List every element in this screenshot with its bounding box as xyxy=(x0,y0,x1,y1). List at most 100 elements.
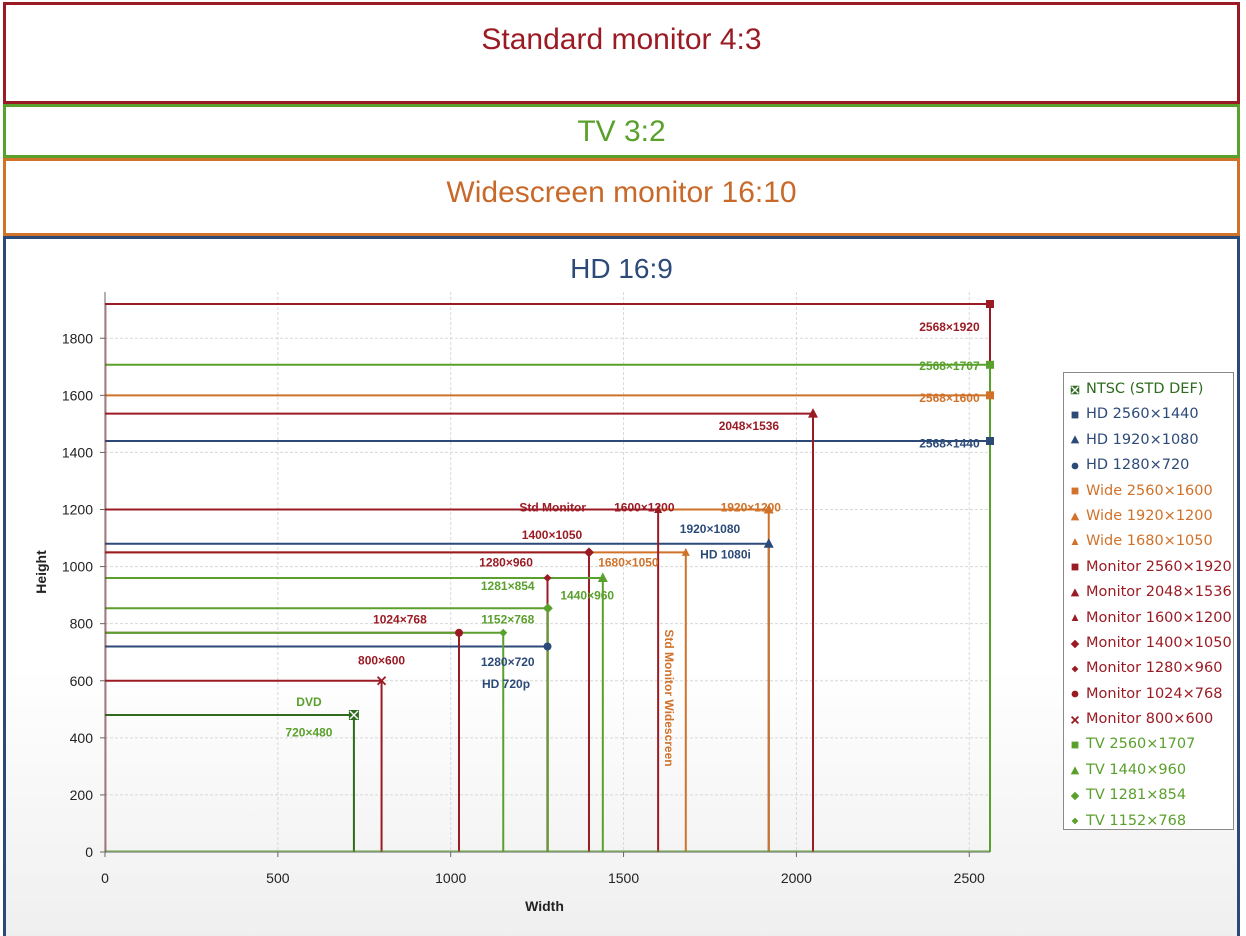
legend-marker xyxy=(1070,765,1080,774)
band-hd-title: HD 16:9 xyxy=(570,253,673,284)
data-point xyxy=(763,504,774,514)
y-tick-label: 1800 xyxy=(62,330,93,346)
legend-item: Monitor 1600×1200 xyxy=(1064,606,1233,631)
data-label: 2568×1600 xyxy=(919,391,980,405)
legend-label: HD 1920×1080 xyxy=(1086,431,1199,448)
band-tv: TV 3:2 xyxy=(3,104,1240,158)
legend-item: HD 2560×1440 xyxy=(1064,402,1233,427)
legend-marker-shape xyxy=(1071,741,1079,749)
data-label: HD 1080i xyxy=(700,548,751,562)
legend-marker-shape xyxy=(1070,715,1080,724)
data-label: 1920×1200 xyxy=(721,500,782,514)
legend-label: Monitor 1280×960 xyxy=(1086,660,1223,677)
legend-label: Monitor 1400×1050 xyxy=(1086,634,1232,651)
legend-marker-shape xyxy=(1071,614,1079,622)
band-standard-title: Standard monitor 4:3 xyxy=(481,23,762,56)
legend-label: HD 2560×1440 xyxy=(1086,406,1199,423)
y-tick-label: 600 xyxy=(70,673,94,689)
legend-marker-shape xyxy=(1070,588,1080,597)
legend-marker xyxy=(1071,817,1079,825)
data-label: 2048×1536 xyxy=(719,419,780,433)
legend-marker xyxy=(1071,614,1079,622)
legend-item: Monitor 800×600 xyxy=(1064,707,1233,732)
y-tick-label: 0 xyxy=(85,844,93,860)
legend-marker xyxy=(1071,538,1079,546)
legend-label: Monitor 1024×768 xyxy=(1086,685,1223,702)
y-tick-label: 1000 xyxy=(62,559,93,575)
legend-marker-shape xyxy=(1071,462,1079,470)
legend-marker xyxy=(1071,411,1079,419)
legend-marker xyxy=(1070,791,1080,801)
band-standard-monitor: Standard monitor 4:3 xyxy=(3,2,1240,104)
legend-marker-shape xyxy=(1071,538,1079,546)
legend-item: Wide 2560×1600 xyxy=(1064,479,1233,504)
series-line xyxy=(105,679,383,852)
legend-marker xyxy=(1071,690,1079,698)
legend-label: Wide 1680×1050 xyxy=(1086,533,1213,550)
x-tick-label: 0 xyxy=(101,870,109,886)
band-tv-title: TV 3:2 xyxy=(577,115,666,148)
legend-label: Wide 1920×1200 xyxy=(1086,507,1213,524)
legend-marker xyxy=(1070,385,1080,394)
legend-marker-shape xyxy=(1070,791,1080,801)
data-label: 1152×768 xyxy=(481,613,534,627)
data-point xyxy=(654,505,663,513)
data-label: 2568×1920 xyxy=(919,320,980,334)
legend-marker xyxy=(1071,462,1079,470)
legend-marker-shape xyxy=(1071,564,1079,571)
data-label-vertical: Std Monitor Widescreen xyxy=(662,629,676,766)
legend-marker xyxy=(1070,715,1080,724)
data-point xyxy=(583,547,594,558)
data-label: 720×480 xyxy=(285,725,332,739)
data-label: 1280×720 xyxy=(481,655,535,669)
legend-label: TV 1281×854 xyxy=(1086,787,1187,804)
y-tick-label: 200 xyxy=(70,787,94,803)
chart-legend: NTSC (STD DEF) HD 2560×1440 HD 1920×1080 HD… xyxy=(1063,372,1234,830)
legend-marker-shape xyxy=(1071,487,1079,495)
legend-marker xyxy=(1070,511,1080,521)
data-label: 2568×1440 xyxy=(919,436,980,450)
data-label: 1400×1050 xyxy=(522,528,583,542)
data-label: DVD xyxy=(296,695,322,709)
data-point xyxy=(543,574,552,582)
data-label: HD 720p xyxy=(482,677,530,691)
legend-label: Monitor 2560×1920 xyxy=(1086,558,1232,575)
data-label: 1920×1080 xyxy=(680,522,741,536)
data-point xyxy=(376,676,387,686)
legend-marker xyxy=(1071,487,1079,495)
legend-marker xyxy=(1070,639,1080,648)
legend-label: TV 1152×768 xyxy=(1086,812,1187,829)
legend-item: TV 1281×854 xyxy=(1064,783,1233,808)
data-label: 2568×1707 xyxy=(919,359,980,373)
legend-item: Monitor 1280×960 xyxy=(1064,656,1233,681)
legend-marker xyxy=(1070,588,1080,597)
data-label: 1280×960 xyxy=(479,556,533,570)
legend-marker-shape xyxy=(1071,690,1079,698)
y-tick-label: 1400 xyxy=(62,444,93,460)
legend-marker xyxy=(1071,741,1079,749)
data-label: Std Monitor xyxy=(519,500,586,514)
y-tick-label: 1200 xyxy=(62,502,93,518)
band-widescreen-title: Widescreen monitor 16:10 xyxy=(446,176,797,209)
legend-marker xyxy=(1070,435,1080,444)
legend-marker-shape xyxy=(1071,817,1079,825)
legend-item: TV 2560×1707 xyxy=(1064,732,1233,757)
legend-marker-shape xyxy=(1070,765,1080,774)
legend-label: Monitor 1600×1200 xyxy=(1086,609,1232,626)
legend-item: HD 1920×1080 xyxy=(1064,428,1233,453)
legend-label: TV 2560×1707 xyxy=(1086,736,1196,753)
legend-item: TV 1440×960 xyxy=(1064,758,1233,783)
legend-label: Monitor 2048×1536 xyxy=(1086,584,1232,601)
data-point xyxy=(986,437,994,445)
data-point xyxy=(763,538,774,548)
x-tick-label: 1000 xyxy=(435,870,466,886)
y-tick-label: 400 xyxy=(70,730,94,746)
data-point xyxy=(681,547,690,556)
legend-item: Wide 1920×1200 xyxy=(1064,504,1233,529)
data-label: 1600×1200 xyxy=(614,500,675,514)
x-tick-label: 2500 xyxy=(954,870,985,886)
legend-marker xyxy=(1071,665,1079,673)
legend-item: Monitor 2560×1920 xyxy=(1064,555,1233,580)
data-point xyxy=(349,710,359,720)
